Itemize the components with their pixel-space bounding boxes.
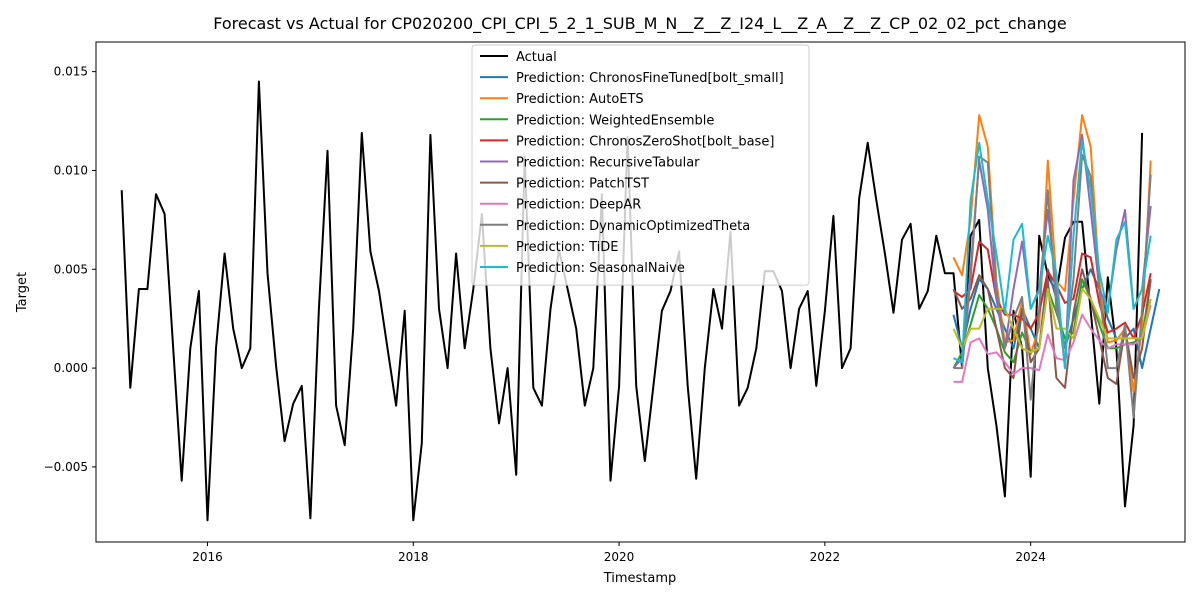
- legend-entry-label: Prediction: DeepAR: [516, 198, 641, 213]
- x-tick-label: 2020: [604, 550, 635, 564]
- x-tick-label: 2024: [1015, 550, 1046, 564]
- legend-entry-label: Prediction: TiDE: [516, 240, 618, 255]
- y-axis-title: Target: [15, 272, 30, 313]
- series-line-prediction-7: [953, 304, 1152, 383]
- legend-entry-label: Prediction: RecursiveTabular: [516, 156, 700, 171]
- x-axis-title: Timestamp: [603, 571, 677, 586]
- y-tick-label: 0.010: [54, 163, 88, 177]
- plot-frame: [95, 41, 1186, 543]
- series-line-prediction-8: [953, 153, 1152, 419]
- series-line-prediction-4: [952, 240, 1152, 340]
- series-line-prediction-9: [952, 288, 1152, 354]
- axes-layer: 2016 2018 2020 2022 2024 −0.005 0.000 0.005 0.01…: [44, 41, 1186, 564]
- legend-entry-label: Prediction: PatchTST: [516, 177, 649, 192]
- series-line-prediction-10: [953, 139, 1152, 370]
- legend-entry-label: Prediction: DynamicOptimizedTheta: [516, 219, 750, 234]
- x-tick-label: 2022: [810, 550, 841, 564]
- series-line-prediction-6: [952, 268, 1152, 389]
- legend-entry-label: Prediction: SeasonalNaive: [516, 261, 685, 276]
- legend-entry-label: Prediction: AutoETS: [516, 92, 644, 107]
- legend-entry-label: Prediction: ChronosFineTuned[bolt_small]: [516, 71, 784, 86]
- legend-entry-label: Prediction: WeightedEnsemble: [516, 113, 714, 128]
- y-tick-label: 0.015: [54, 65, 88, 79]
- series-line-prediction-3: [952, 278, 1152, 369]
- x-tick-label: 2018: [398, 550, 429, 564]
- legend-entry-label: Prediction: ChronosZeroShot[bolt_base]: [516, 134, 774, 149]
- y-tick-label: −0.005: [44, 460, 88, 474]
- chart-title: Forecast vs Actual for CP020200_CPI_CPI_…: [213, 14, 1067, 34]
- legend: Actual Prediction: ChronosFineTuned[bolt_…: [471, 44, 810, 286]
- x-tick-label: 2016: [192, 550, 223, 564]
- series-layer: [120, 80, 1161, 522]
- y-tick-label: 0.000: [54, 361, 88, 375]
- y-tick-label: 0.005: [54, 262, 88, 276]
- legend-entry-label: Actual: [516, 50, 557, 65]
- legend-box: [471, 44, 810, 286]
